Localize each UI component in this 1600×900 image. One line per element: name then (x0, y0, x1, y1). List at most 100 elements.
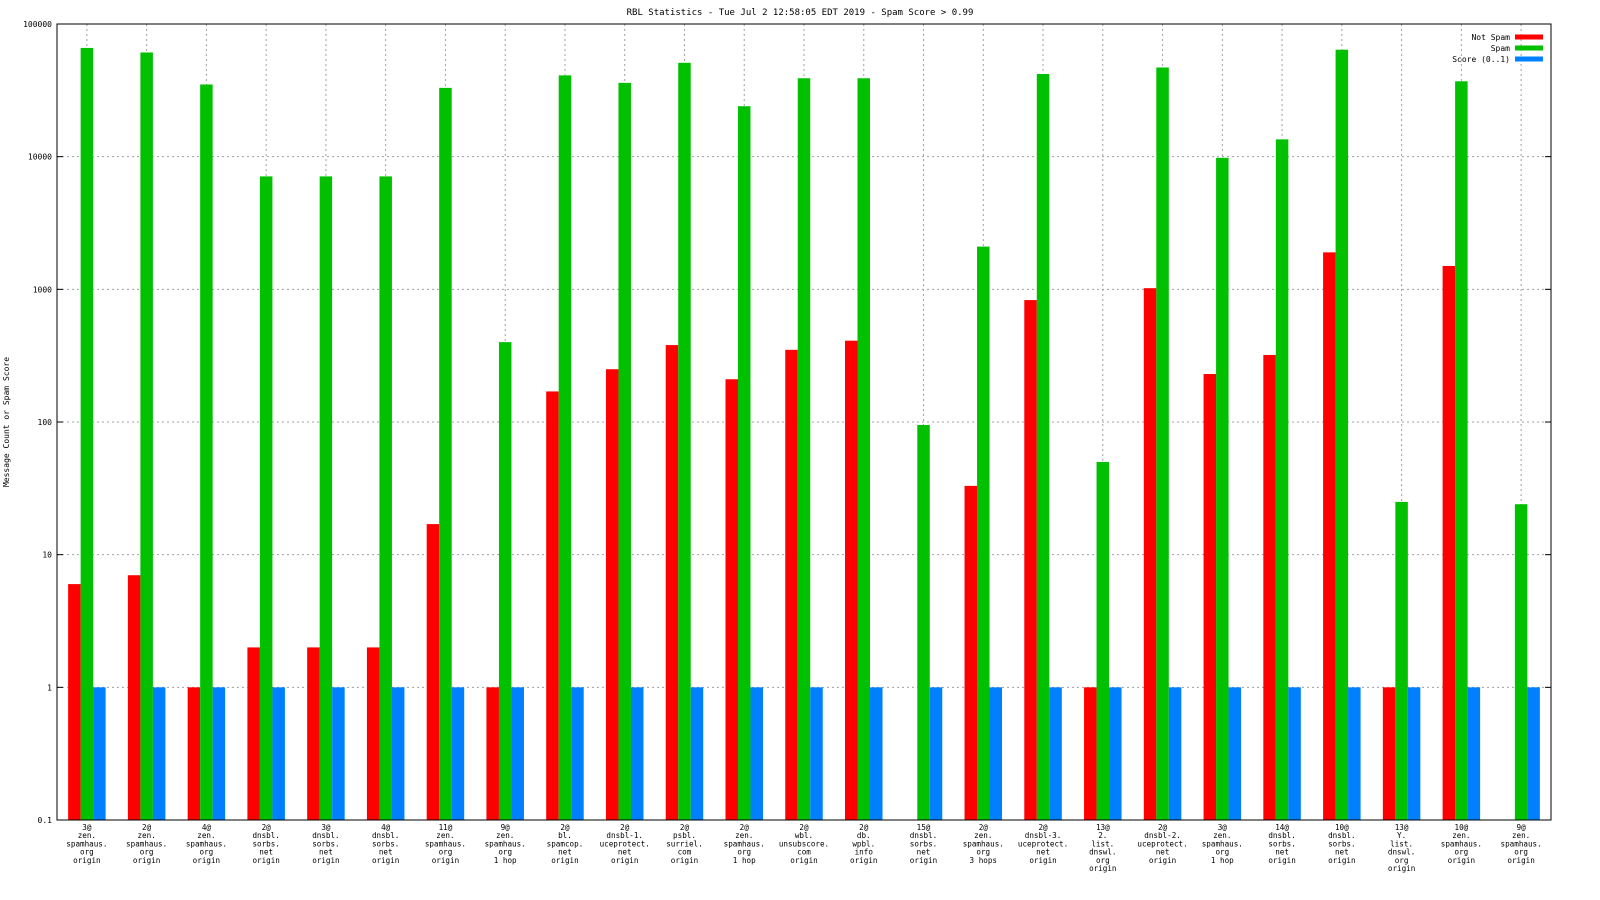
bar-spam (797, 78, 811, 820)
x-tick-label: 14@ dnsbl. sorbs. net origin (1268, 823, 1295, 865)
x-tick-label: 9@ zen. spamhaus. org 1 hop (485, 823, 526, 865)
legend: Not Spam Spam Score (0..1) (1452, 33, 1543, 64)
bar-spam (1514, 504, 1528, 820)
bar-score-0-1 (332, 687, 345, 820)
bar-not-spam (1323, 252, 1336, 821)
bar-score-0-1 (1348, 687, 1361, 820)
bar-score-0-1 (929, 687, 943, 820)
y-tick-label: 100000 (23, 20, 52, 29)
x-tick-label: 13@ Y. list. dnswl. org origin (1388, 823, 1415, 873)
bars (68, 47, 1540, 821)
axes: 0.1 1 10 100 1000 10000 100000 (23, 20, 1552, 825)
bar-spam (1275, 139, 1289, 820)
x-tick-label: 3@ dnsbl. sorbs. net origin (312, 823, 339, 865)
bar-score-0-1 (451, 687, 465, 820)
bar-not-spam (605, 369, 619, 820)
bar-not-spam (725, 379, 738, 820)
x-tick-label: 9@ zen. spamhaus. org origin (1501, 823, 1542, 865)
bar-score-0-1 (1109, 687, 1122, 820)
bar-score-0-1 (1228, 687, 1242, 820)
bar-not-spam (1382, 687, 1396, 820)
y-tick-label: 10000 (28, 153, 52, 162)
bar-score-0-1 (1407, 687, 1421, 820)
bar-spam (1216, 157, 1229, 820)
bar-not-spam (845, 340, 858, 820)
bar-score-0-1 (810, 687, 823, 820)
bar-score-0-1 (750, 687, 763, 820)
bar-not-spam (964, 485, 978, 820)
bar-not-spam (307, 647, 320, 820)
bar-not-spam (1263, 354, 1276, 820)
bar-not-spam (1442, 265, 1456, 821)
bar-score-0-1 (1168, 687, 1182, 820)
y-tick-label: 1000 (33, 285, 52, 294)
bar-spam (498, 342, 512, 820)
bar-not-spam (366, 647, 380, 820)
x-tick-label: 2@ dnsbl-1. uceprotect. net origin (600, 823, 650, 865)
bar-spam (1395, 501, 1408, 820)
bar-spam (1335, 49, 1349, 820)
bar-not-spam (247, 647, 260, 820)
y-axis-label: Message Count or Spam Score (2, 357, 11, 487)
bar-spam (140, 52, 153, 821)
x-tick-label: 10@ zen. spamhaus. org origin (1441, 823, 1482, 865)
bar-spam (319, 176, 333, 820)
legend-label: Score (0..1) (1452, 55, 1510, 64)
bar-spam (1455, 81, 1468, 821)
bar-spam (1096, 461, 1110, 820)
y-tick-label: 1 (47, 683, 52, 692)
x-tick-label: 10@ dnsbl. sorbs. net origin (1328, 823, 1355, 865)
legend-swatch (1515, 56, 1543, 62)
x-tick-label: 2@ psbl. surriel. com origin (666, 823, 703, 865)
x-tick-label: 2@ dnsbl-2. uceprotect. net origin (1137, 823, 1187, 865)
bar-spam (917, 424, 930, 820)
y-tick-label: 100 (38, 418, 53, 427)
bar-score-0-1 (1527, 687, 1540, 820)
x-tick-label: 4@ zen. spamhaus. org origin (186, 823, 227, 865)
bar-not-spam (426, 524, 440, 820)
bar-score-0-1 (870, 687, 883, 820)
bar-score-0-1 (1288, 687, 1301, 820)
bar-spam (678, 62, 691, 821)
bar-score-0-1 (93, 687, 106, 820)
x-tick-label: 2@ dnsbl. sorbs. net origin (252, 823, 279, 865)
bar-score-0-1 (1049, 687, 1062, 820)
bar-score-0-1 (152, 687, 166, 820)
x-tick-label: 2@ dnsbl-3. uceprotect. net origin (1018, 823, 1068, 865)
legend-swatch (1515, 45, 1543, 51)
x-tick-labels: 3@ zen. spamhaus. org origin 2@ zen. spamhaus. o… (66, 823, 1541, 873)
bar-score-0-1 (272, 687, 285, 820)
bar-not-spam (486, 687, 499, 820)
x-tick-label: 3@ zen. spamhaus. org 1 hop (1202, 823, 1243, 865)
legend-label: Spam (1491, 44, 1510, 53)
bar-score-0-1 (989, 687, 1003, 820)
bar-not-spam (546, 391, 559, 820)
bar-spam (857, 78, 871, 820)
x-tick-label: 2@ zen. spamhaus. org 3 hops (963, 823, 1004, 865)
x-tick-label: 3@ zen. spamhaus. org origin (66, 823, 107, 865)
bar-spam (80, 47, 94, 820)
bar-not-spam (785, 349, 798, 820)
bar-spam (379, 176, 392, 820)
bar-spam (977, 246, 990, 821)
bar-not-spam (68, 584, 81, 820)
chart-title: RBL Statistics - Tue Jul 2 12:58:05 EDT … (627, 8, 974, 18)
x-tick-label: 11@ zen. spamhaus. org origin (425, 823, 466, 865)
bar-score-0-1 (690, 687, 704, 820)
bar-not-spam (1203, 374, 1217, 820)
bar-not-spam (1143, 288, 1157, 820)
bar-not-spam (187, 687, 201, 820)
legend-label: Not Spam (1471, 33, 1510, 42)
bar-spam (200, 84, 213, 821)
bar-not-spam (665, 345, 679, 820)
bar-spam (439, 87, 452, 820)
bar-spam (1036, 73, 1050, 821)
bar-spam (558, 75, 572, 821)
y-tick-label: 0.1 (38, 816, 53, 825)
bar-not-spam (127, 575, 141, 820)
bar-spam (1156, 67, 1169, 820)
legend-swatch (1515, 34, 1543, 40)
x-tick-label: 15@ dnsbl. sorbs. net origin (910, 823, 937, 865)
bar-score-0-1 (1467, 687, 1481, 820)
